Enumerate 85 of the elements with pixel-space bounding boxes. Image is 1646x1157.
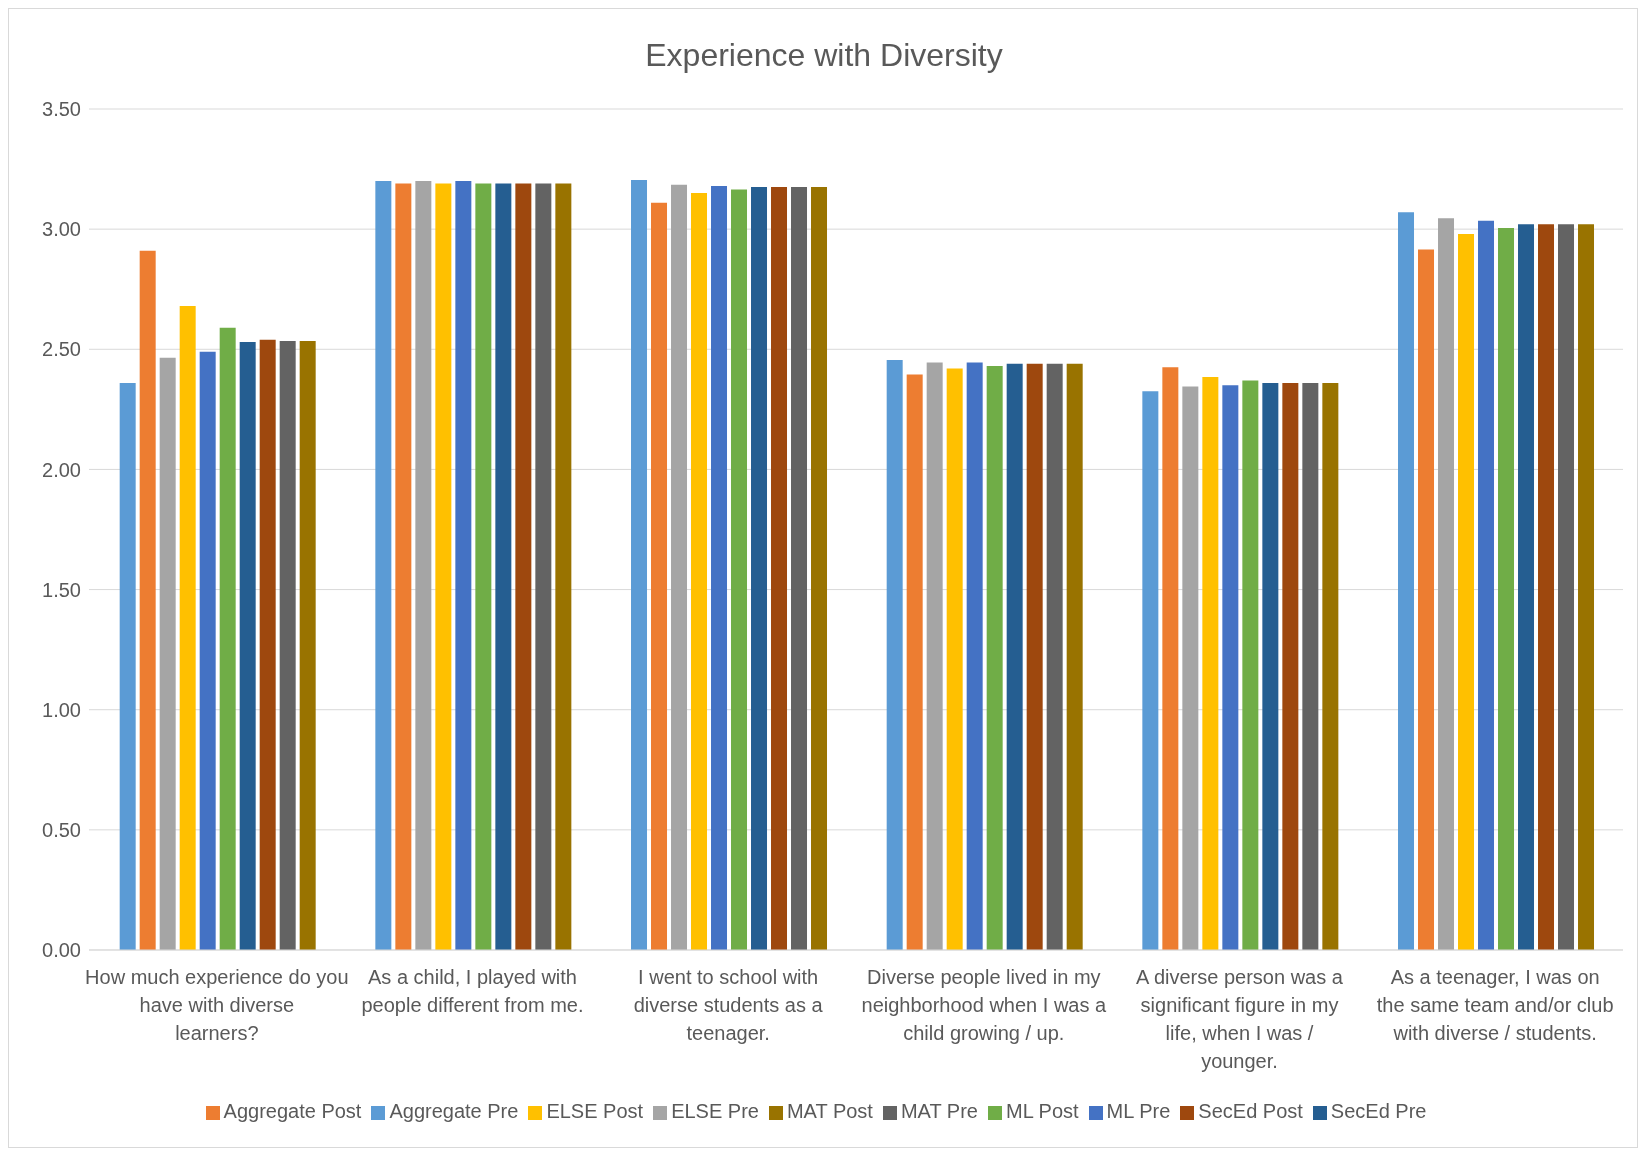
bar xyxy=(1242,380,1259,950)
y-tick-label: 3.50 xyxy=(42,98,81,121)
legend-label: MAT Post xyxy=(786,1100,873,1122)
legend-label: ELSE Post xyxy=(546,1100,644,1122)
bar xyxy=(1398,212,1415,950)
bar xyxy=(1142,391,1159,950)
x-tick-label: A diverse person was a significant figure in my life, when I was / younger. xyxy=(1136,966,1344,1072)
bar xyxy=(395,183,412,950)
legend-label: Aggregate Post xyxy=(223,1100,362,1122)
bar xyxy=(1066,363,1083,950)
bar xyxy=(239,342,256,950)
bar xyxy=(1518,224,1535,950)
bar xyxy=(1538,224,1555,950)
bar xyxy=(1418,249,1435,950)
bar xyxy=(495,183,512,950)
bar xyxy=(1438,218,1455,950)
bar xyxy=(811,187,828,950)
legend-label: SecEd Pre xyxy=(1330,1100,1427,1122)
bar xyxy=(691,193,708,950)
bar xyxy=(1322,382,1339,950)
bar xyxy=(1202,376,1219,950)
bar xyxy=(731,189,748,950)
bar xyxy=(906,374,923,950)
bar xyxy=(1046,363,1063,950)
bar xyxy=(791,187,808,950)
bar xyxy=(139,250,156,950)
bar xyxy=(1026,363,1043,950)
bar xyxy=(1498,227,1515,950)
legend-label: Aggregate Pre xyxy=(389,1100,519,1122)
bar xyxy=(886,360,903,950)
legend-label: MAT Pre xyxy=(900,1100,978,1122)
y-tick-label: 0.00 xyxy=(42,939,81,962)
bar xyxy=(475,183,492,950)
y-tick-label: 2.00 xyxy=(42,458,81,481)
bar xyxy=(415,181,432,950)
bar xyxy=(946,368,963,950)
bar xyxy=(986,366,1003,950)
bar xyxy=(515,183,532,950)
y-tick-label: 0.50 xyxy=(42,818,81,841)
bar xyxy=(435,183,452,950)
bar xyxy=(555,183,572,950)
chart-title: Experience with Diversity xyxy=(644,37,1004,74)
bar xyxy=(455,181,472,950)
bar xyxy=(199,351,216,950)
bar xyxy=(1262,382,1279,950)
bar xyxy=(631,179,648,950)
bar xyxy=(1302,382,1319,950)
y-tick-label: 1.00 xyxy=(42,698,81,721)
legend-label: SecEd Post xyxy=(1198,1100,1303,1122)
bar xyxy=(159,357,176,950)
bar xyxy=(651,202,668,950)
y-tick-label: 2.50 xyxy=(42,338,81,361)
bar xyxy=(119,382,136,950)
bar xyxy=(1478,220,1495,950)
x-tick-label: As a child, I played with people different from me. xyxy=(361,966,584,1016)
bar xyxy=(279,340,296,950)
bar xyxy=(771,187,788,950)
bar xyxy=(259,339,276,950)
y-tick-label: 1.50 xyxy=(42,578,81,601)
bar xyxy=(1182,386,1199,950)
bar xyxy=(1458,233,1475,950)
bar xyxy=(535,183,552,950)
bar xyxy=(1578,224,1595,950)
x-tick-label: How much experience do you have with diverse learners? xyxy=(85,966,349,1044)
bar xyxy=(1282,382,1299,950)
bar xyxy=(966,362,983,950)
bar xyxy=(711,185,728,950)
bar xyxy=(219,327,236,950)
bar xyxy=(1222,385,1239,950)
bar xyxy=(1006,363,1023,950)
bar xyxy=(1162,367,1179,950)
x-tick-label: Diverse people lived in my neighborhood when I was a child growing / up. xyxy=(861,966,1108,1044)
bar xyxy=(671,184,688,950)
legend-label: ML Pre xyxy=(1106,1100,1171,1122)
x-tick-label: I went to school with diverse students as a teenager. xyxy=(633,966,824,1044)
legend-label: ELSE Pre xyxy=(671,1100,759,1122)
bar xyxy=(375,181,392,950)
x-tick-label: As a teenager, I was on the same team and/or club with diverse / students. xyxy=(1376,966,1614,1044)
bar xyxy=(299,340,316,950)
bar xyxy=(926,362,943,950)
bar xyxy=(179,306,196,950)
bar xyxy=(751,187,768,950)
y-tick-label: 3.00 xyxy=(42,218,81,241)
legend-label: ML Post xyxy=(1005,1100,1079,1122)
bar xyxy=(1558,224,1575,950)
